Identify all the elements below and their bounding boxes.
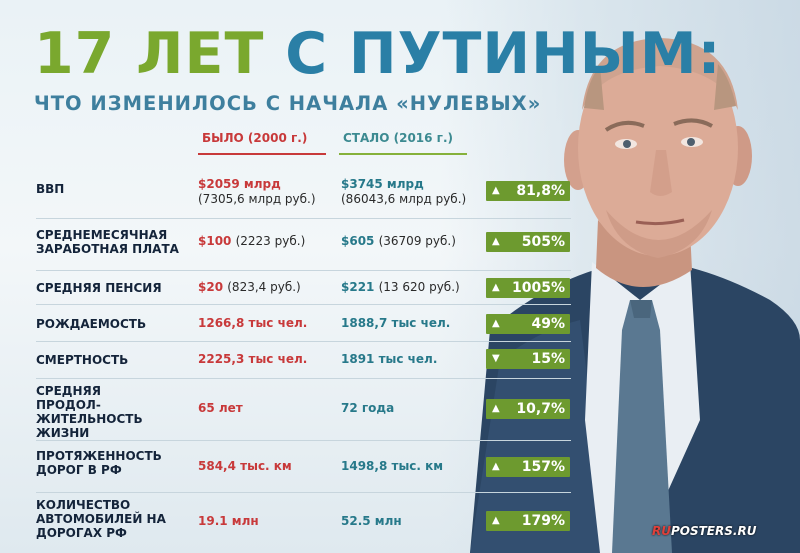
change-badge: ▲ 157% — [486, 457, 570, 477]
row-divider — [36, 378, 571, 379]
value-was-main: $2059 млрд — [198, 177, 281, 191]
row-divider — [36, 304, 571, 305]
change-badge: ▲ 81,8% — [486, 181, 570, 201]
value-now-main: $605 — [341, 234, 375, 248]
value-now-main: 72 года — [341, 401, 395, 415]
headline-name: С ПУТИНЫМ: — [285, 21, 722, 87]
value-now-main: 1891 тыс чел. — [341, 352, 438, 366]
up-arrow-icon: ▲ — [492, 403, 500, 414]
value-now-main: 1498,8 тыс. км — [341, 459, 444, 473]
row-label: СРЕДНЯЯ ПРОДОЛ- ЖИТЕЛЬНОСТЬ ЖИЗНИ — [36, 384, 143, 440]
value-now: 1891 тыс чел. — [341, 352, 437, 367]
value-was-main: $20 — [198, 280, 224, 294]
value-was: $2059 млрд (7305,6 млрд руб.) — [198, 177, 316, 207]
value-was: 584,4 тыс. км — [198, 459, 292, 474]
row-label: СМЕРТНОСТЬ — [36, 353, 129, 367]
value-now: $221 (13 620 руб.) — [341, 280, 460, 295]
value-now-sub: (86043,6 млрд руб.) — [341, 192, 467, 206]
watermark-ru: RU — [652, 524, 671, 538]
column-header-now: СТАЛО (2016 г.) — [343, 131, 453, 145]
value-now: 1888,7 тыс чел. — [341, 316, 450, 331]
value-was: 65 лет — [198, 401, 243, 416]
change-percent: 15% — [531, 351, 565, 367]
value-was-main: 19.1 млн — [198, 514, 259, 528]
row-label: КОЛИЧЕСТВО АВТОМОБИЛЕЙ НА ДОРОГАХ РФ — [36, 498, 166, 540]
row-divider — [36, 270, 571, 271]
row-label: ВВП — [36, 182, 65, 196]
value-was-main: $100 — [198, 234, 232, 248]
row-label: РОЖДАЕМОСТЬ — [36, 317, 147, 331]
up-arrow-icon: ▲ — [492, 318, 500, 329]
row-divider — [36, 440, 571, 441]
value-was: $100 (2223 руб.) — [198, 234, 305, 249]
change-badge: ▲ 505% — [486, 232, 570, 252]
value-was-sub: (2223 руб.) — [235, 234, 306, 248]
change-badge: ▲ 1005% — [486, 278, 570, 298]
value-now-main: $221 — [341, 280, 375, 294]
headline-years: 17 ЛЕТ — [34, 21, 265, 87]
change-badge: ▼ 15% — [486, 349, 570, 369]
value-now-sub: (13 620 руб.) — [378, 280, 460, 294]
value-was-main: 1266,8 тыс чел. — [198, 316, 308, 330]
watermark-rest: POSTERS.RU — [670, 524, 757, 538]
value-now-main: $3745 млрд — [341, 177, 424, 191]
row-divider — [36, 341, 571, 342]
value-was-sub: (7305,6 млрд руб.) — [198, 192, 316, 206]
value-was-main: 65 лет — [198, 401, 243, 415]
value-now: 72 года — [341, 401, 394, 416]
column-header-was: БЫЛО (2000 г.) — [202, 131, 308, 145]
row-label: ПРОТЯЖЕННОСТЬ ДОРОГ В РФ — [36, 449, 162, 477]
value-was: 2225,3 тыс чел. — [198, 352, 307, 367]
up-arrow-icon: ▲ — [492, 185, 500, 196]
value-was-main: 2225,3 тыс чел. — [198, 352, 308, 366]
change-percent: 81,8% — [516, 183, 565, 199]
headline: 17 ЛЕТ С ПУТИНЫМ: — [34, 24, 721, 84]
column-underline-now — [339, 153, 467, 155]
value-now: $605 (36709 руб.) — [341, 234, 456, 249]
value-was-main: 584,4 тыс. км — [198, 459, 292, 473]
value-was: 19.1 млн — [198, 514, 259, 529]
value-now: 52.5 млн — [341, 514, 402, 529]
value-now-main: 1888,7 тыс чел. — [341, 316, 451, 330]
change-percent: 49% — [531, 316, 565, 332]
change-badge: ▲ 10,7% — [486, 399, 570, 419]
value-was-sub: (823,4 руб.) — [227, 280, 301, 294]
up-arrow-icon: ▲ — [492, 282, 500, 293]
change-percent: 505% — [521, 234, 565, 250]
row-label: СРЕДНЕМЕСЯЧНАЯ ЗАРАБОТНАЯ ПЛАТА — [36, 228, 179, 256]
row-label: СРЕДНЯЯ ПЕНСИЯ — [36, 281, 162, 295]
change-percent: 10,7% — [516, 401, 565, 417]
down-arrow-icon: ▼ — [492, 353, 500, 364]
value-now: 1498,8 тыс. км — [341, 459, 443, 474]
change-badge: ▲ 179% — [486, 511, 570, 531]
up-arrow-icon: ▲ — [492, 461, 500, 472]
up-arrow-icon: ▲ — [492, 236, 500, 247]
change-badge: ▲ 49% — [486, 314, 570, 334]
value-was: 1266,8 тыс чел. — [198, 316, 307, 331]
change-percent: 179% — [521, 513, 565, 529]
change-percent: 1005% — [512, 280, 565, 296]
value-now-main: 52.5 млн — [341, 514, 402, 528]
value-now-sub: (36709 руб.) — [378, 234, 456, 248]
watermark: RUPOSTERS.RU — [652, 524, 756, 538]
column-underline-was — [198, 153, 326, 155]
value-was: $20 (823,4 руб.) — [198, 280, 301, 295]
change-percent: 157% — [521, 459, 565, 475]
up-arrow-icon: ▲ — [492, 515, 500, 526]
row-divider — [36, 218, 571, 219]
subtitle: ЧТО ИЗМЕНИЛОСЬ С НАЧАЛА «НУЛЕВЫХ» — [34, 92, 542, 115]
row-divider — [36, 492, 571, 493]
value-now: $3745 млрд (86043,6 млрд руб.) — [341, 177, 466, 207]
